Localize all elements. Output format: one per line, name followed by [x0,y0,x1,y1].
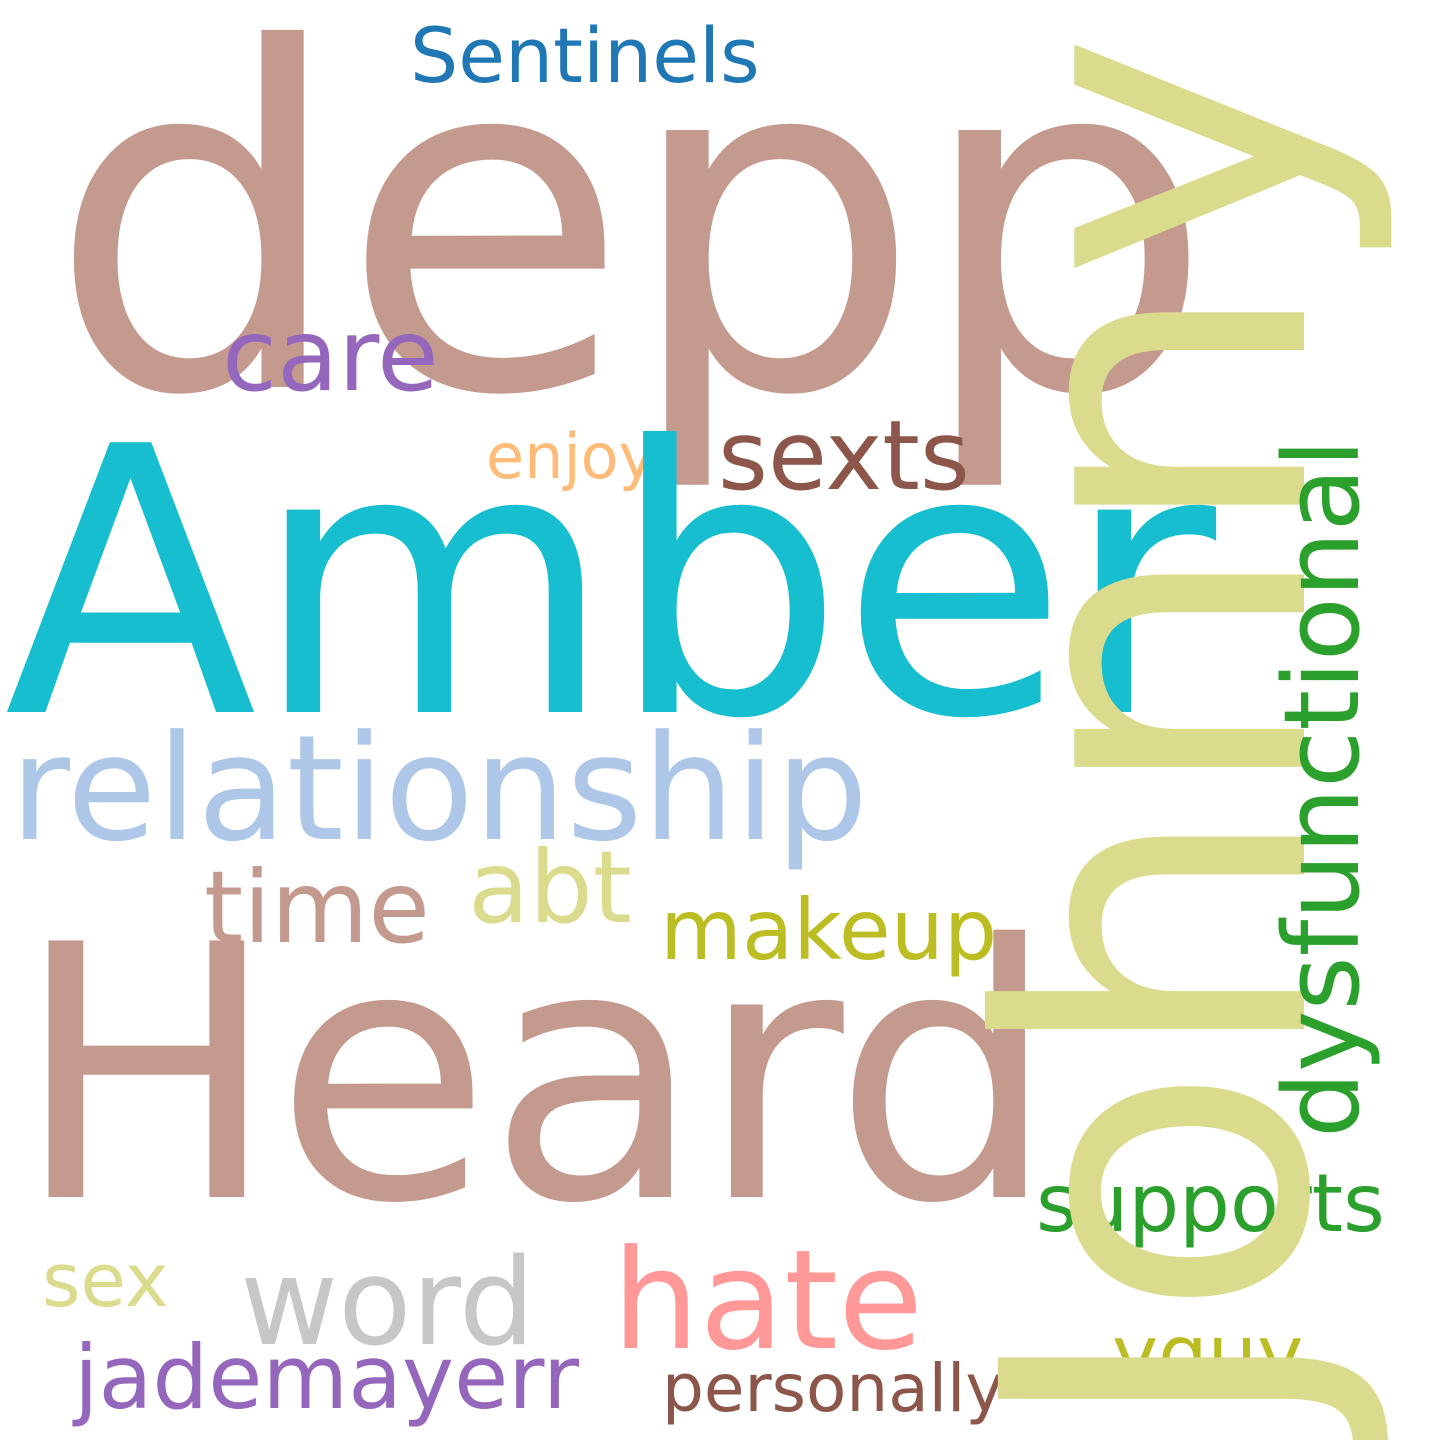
word-care: care [222,297,439,414]
word-makeup: makeup [660,881,998,979]
word-jademayerr: jademayerr [74,1326,580,1429]
word-heard: Heard [14,871,1057,1281]
word-yguy: yguy [1112,1310,1304,1400]
word-enjoy: enjoy [486,420,656,493]
word-hate: hate [612,1220,924,1381]
word-personally: personally [662,1350,1005,1427]
word-sexts: sexts [718,400,970,512]
word-time: time [204,849,430,966]
word-word: word [240,1234,535,1373]
word-dysfunctional: dysfunctional [1261,438,1383,1138]
word-sex: sex [42,1238,169,1324]
word-depp: depp [48,0,1214,498]
word-sentinels: Sentinels [410,11,760,100]
word-abt: abt [468,829,632,946]
word-relationship: relationship [10,704,869,874]
word-amber: Amber [4,370,1216,800]
word-supports: supports [1036,1157,1385,1250]
